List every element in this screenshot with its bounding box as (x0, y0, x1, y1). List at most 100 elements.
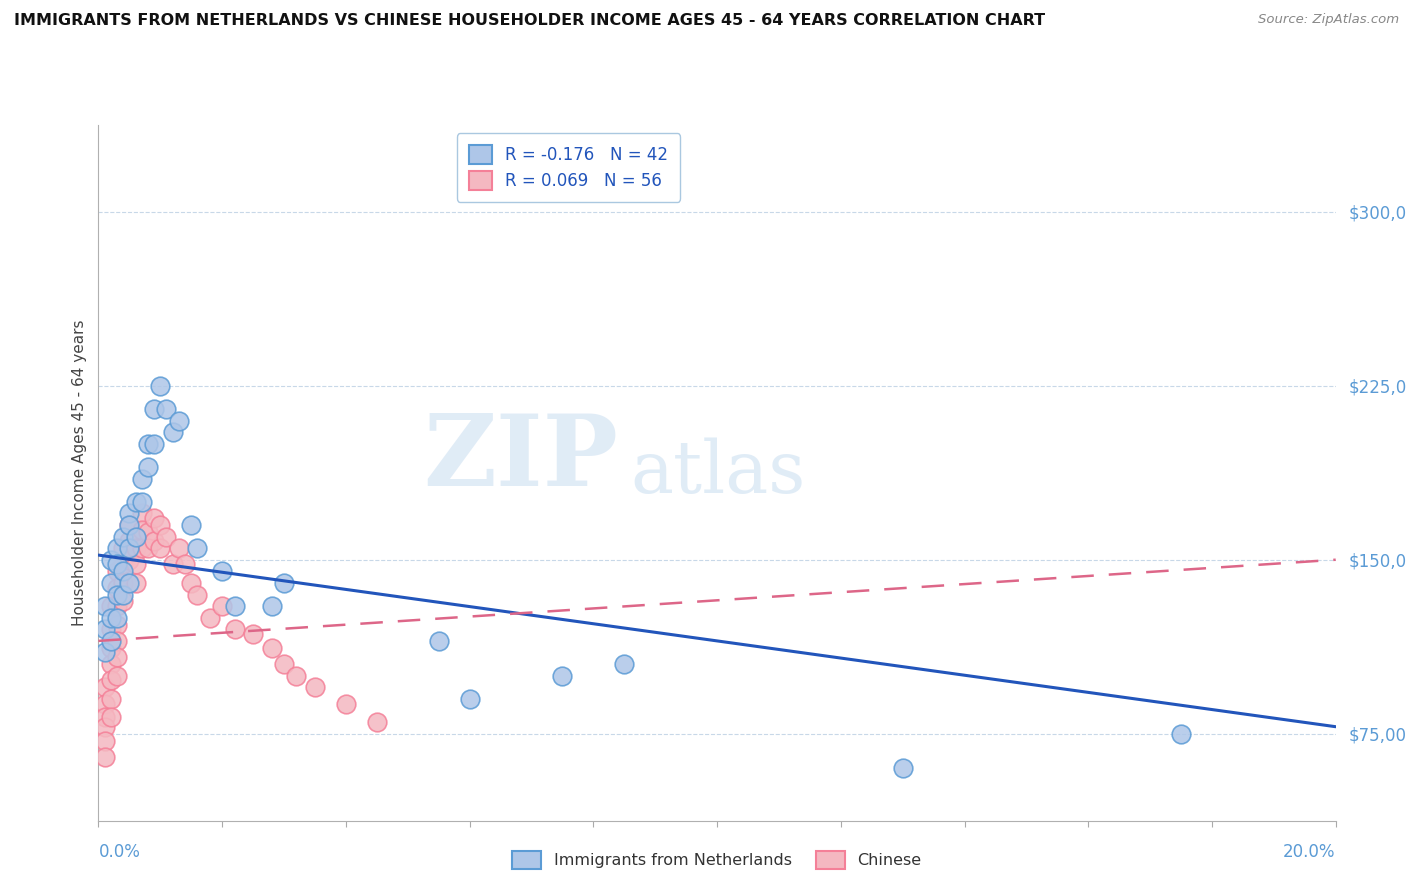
Point (149, 517, 172, 532)
Point (260, 599, 283, 614)
Point (105, 611, 128, 625)
Point (100, 611, 122, 625)
Point (224, 599, 246, 614)
Point (136, 460, 159, 475)
Point (112, 576, 135, 591)
Point (124, 576, 146, 591)
Point (260, 640, 283, 655)
Point (93, 599, 115, 614)
Text: Source: ZipAtlas.com: Source: ZipAtlas.com (1258, 13, 1399, 27)
Point (124, 541, 146, 555)
Point (427, 633, 450, 648)
Point (118, 517, 141, 532)
Point (167, 414, 190, 428)
Point (162, 558, 184, 572)
Point (105, 617, 128, 632)
Point (136, 524, 159, 539)
Point (105, 599, 128, 614)
Point (131, 541, 153, 555)
Point (155, 530, 177, 544)
Point (143, 401, 166, 416)
Point (180, 576, 202, 591)
Point (93, 680, 115, 694)
Point (118, 552, 141, 567)
Point (93, 710, 115, 724)
Text: 0.0%: 0.0% (98, 843, 141, 861)
Point (198, 611, 221, 625)
Point (186, 541, 208, 555)
Point (105, 650, 128, 665)
Point (186, 588, 208, 602)
Point (131, 471, 153, 485)
Point (143, 511, 166, 525)
Point (366, 715, 388, 730)
Point (180, 517, 202, 532)
Text: atlas: atlas (630, 437, 806, 508)
Point (105, 588, 128, 602)
Point (162, 425, 184, 440)
Point (93, 697, 115, 711)
Point (93, 720, 115, 734)
Point (100, 657, 122, 671)
Point (118, 517, 141, 532)
Point (105, 565, 128, 579)
Point (100, 640, 122, 655)
Point (100, 552, 122, 567)
Point (304, 680, 326, 694)
Point (112, 558, 135, 572)
Point (100, 623, 122, 637)
Point (149, 541, 172, 555)
Point (551, 669, 574, 683)
Point (131, 494, 153, 508)
Point (118, 507, 141, 521)
Point (100, 673, 122, 688)
Point (93, 749, 115, 764)
Point (105, 633, 128, 648)
Point (613, 657, 636, 671)
Point (242, 627, 264, 641)
Point (155, 401, 177, 416)
Point (100, 692, 122, 706)
Point (458, 692, 481, 706)
Point (167, 541, 190, 555)
Point (100, 710, 122, 724)
Text: IMMIGRANTS FROM NETHERLANDS VS CHINESE HOUSEHOLDER INCOME AGES 45 - 64 YEARS COR: IMMIGRANTS FROM NETHERLANDS VS CHINESE H… (14, 13, 1045, 29)
Text: ZIP: ZIP (423, 410, 619, 508)
Point (891, 762, 914, 776)
Point (273, 576, 295, 591)
Point (124, 530, 146, 544)
Point (105, 669, 128, 683)
Point (174, 558, 197, 572)
Point (112, 594, 135, 608)
Point (143, 534, 166, 549)
Point (131, 523, 153, 537)
Legend: R = -0.176   N = 42, R = 0.069   N = 56: R = -0.176 N = 42, R = 0.069 N = 56 (457, 133, 681, 202)
Point (224, 623, 246, 637)
Point (118, 534, 141, 549)
Point (105, 581, 128, 595)
Text: 20.0%: 20.0% (1284, 843, 1336, 861)
Point (143, 437, 166, 451)
Point (273, 657, 295, 671)
Point (105, 541, 128, 555)
Point (100, 599, 122, 614)
Point (1170, 726, 1192, 740)
Point (93, 733, 115, 747)
Point (93, 623, 115, 637)
Point (100, 633, 122, 648)
Point (149, 378, 172, 392)
Point (124, 530, 146, 544)
Point (136, 437, 159, 451)
Point (93, 646, 115, 660)
Point (124, 494, 146, 508)
Point (112, 565, 135, 579)
Point (118, 541, 141, 555)
Point (136, 541, 159, 555)
Y-axis label: Householder Income Ages 45 - 64 years: Householder Income Ages 45 - 64 years (72, 319, 87, 626)
Point (131, 507, 153, 521)
Point (105, 558, 128, 572)
Point (211, 599, 233, 614)
Point (118, 576, 141, 591)
Point (285, 669, 308, 683)
Point (112, 541, 135, 555)
